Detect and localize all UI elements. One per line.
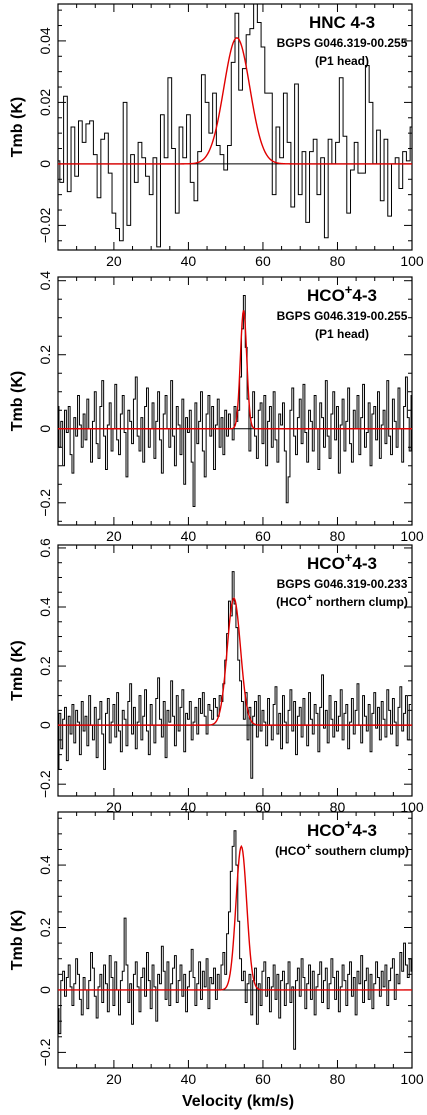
x-tick-label: 20	[106, 1071, 122, 1087]
plot-frame	[57, 544, 413, 797]
source-label: (HCO+ northern clump)	[276, 593, 408, 609]
spectrum-data-line	[58, 295, 412, 507]
y-tick-label: 0.4	[37, 597, 53, 617]
source-label: (P1 head)	[315, 327, 369, 341]
x-tick-label: 40	[181, 253, 197, 269]
y-tick-label: 0.02	[37, 89, 53, 116]
x-tick-label: 60	[255, 528, 271, 544]
y-tick-label: 0	[37, 425, 53, 433]
y-tick-label: 0.6	[37, 538, 53, 558]
source-label: BGPS G046.319-00.255	[277, 309, 408, 323]
gaussian-fit-line	[58, 597, 412, 726]
x-tick-label: 80	[330, 799, 346, 815]
y-tick-label: 0	[37, 160, 53, 168]
x-tick-label: 20	[106, 253, 122, 269]
y-tick-label: 0.4	[37, 855, 53, 875]
x-axis-title: Velocity (km/s)	[182, 1093, 294, 1110]
y-tick-label: 0.2	[37, 345, 53, 365]
spectrum-panel-2: 20 40 60 80 100 −0.2 0 0.2 0.4 Tmb (K) HCO+4-3 BGPS…	[9, 271, 424, 544]
x-tick-label: 40	[181, 1071, 197, 1087]
x-tick-label: 60	[255, 1071, 271, 1087]
source-label: (HCO+ southern clump)	[275, 842, 409, 858]
y-tick-label: 0.2	[37, 656, 53, 676]
x-tick-label: 60	[255, 253, 271, 269]
x-tick-label: 100	[400, 253, 424, 269]
line-title: HCO+4-3	[307, 817, 377, 840]
y-tick-label: −0.02	[37, 207, 53, 243]
line-title: HCO+4-3	[307, 282, 377, 305]
x-tick-label: 20	[106, 528, 122, 544]
plot-frame	[57, 811, 413, 1069]
x-tick-label: 100	[400, 528, 424, 544]
spectrum-data-line	[58, 571, 412, 779]
plot-frame	[57, 276, 413, 526]
line-title: HNC 4-3	[309, 13, 375, 32]
spectrum-data-line	[58, 830, 412, 1050]
y-tick-label: −0.2	[37, 489, 53, 517]
source-label: (P1 head)	[315, 54, 369, 68]
x-tick-label: 80	[330, 528, 346, 544]
x-tick-label: 100	[400, 799, 424, 815]
y-tick-label: 0	[37, 986, 53, 994]
gaussian-fit-line	[58, 844, 412, 991]
y-axis-title: Tmb (K)	[9, 97, 26, 157]
y-axis-title: Tmb (K)	[9, 640, 26, 700]
gaussian-fit-line	[58, 37, 412, 165]
x-tick-label: 100	[400, 1071, 424, 1087]
gaussian-fit-line	[58, 310, 412, 430]
x-tick-label: 80	[330, 1071, 346, 1087]
x-tick-label: 40	[181, 528, 197, 544]
x-tick-label: 40	[181, 799, 197, 815]
spectrum-panel-3: 20 40 60 80 100 −0.2 0 0.2 0.4 0.6 Tmb (K) HCO+4-3 B…	[9, 538, 424, 815]
y-tick-label: 0.04	[37, 27, 53, 54]
y-tick-label: −0.2	[37, 770, 53, 798]
line-title: HCO+4-3	[307, 550, 377, 573]
y-axis-title: Tmb (K)	[9, 910, 26, 970]
y-tick-label: −0.2	[37, 1038, 53, 1066]
y-axis-title: Tmb (K)	[9, 371, 26, 431]
x-tick-label: 20	[106, 799, 122, 815]
x-tick-label: 80	[330, 253, 346, 269]
source-label: BGPS G046.319-00.233	[277, 577, 408, 591]
x-tick-label: 60	[255, 799, 271, 815]
y-tick-label: 0.2	[37, 918, 53, 938]
spectrum-data-line	[58, 4, 412, 248]
spectrum-panel-1: 20 40 60 80 100 −0.02 0 0.02 0.04 Tmb (K) HNC 4-3 B…	[9, 3, 424, 269]
y-tick-label: 0.4	[37, 271, 53, 291]
y-tick-label: 0	[37, 721, 53, 729]
spectrum-panel-4: 20 40 60 80 100 −0.2 0 0.2 0.4 Tmb (K) HCO+4-3 (HCO…	[9, 811, 424, 1087]
source-label: BGPS G046.319-00.255	[277, 36, 408, 50]
